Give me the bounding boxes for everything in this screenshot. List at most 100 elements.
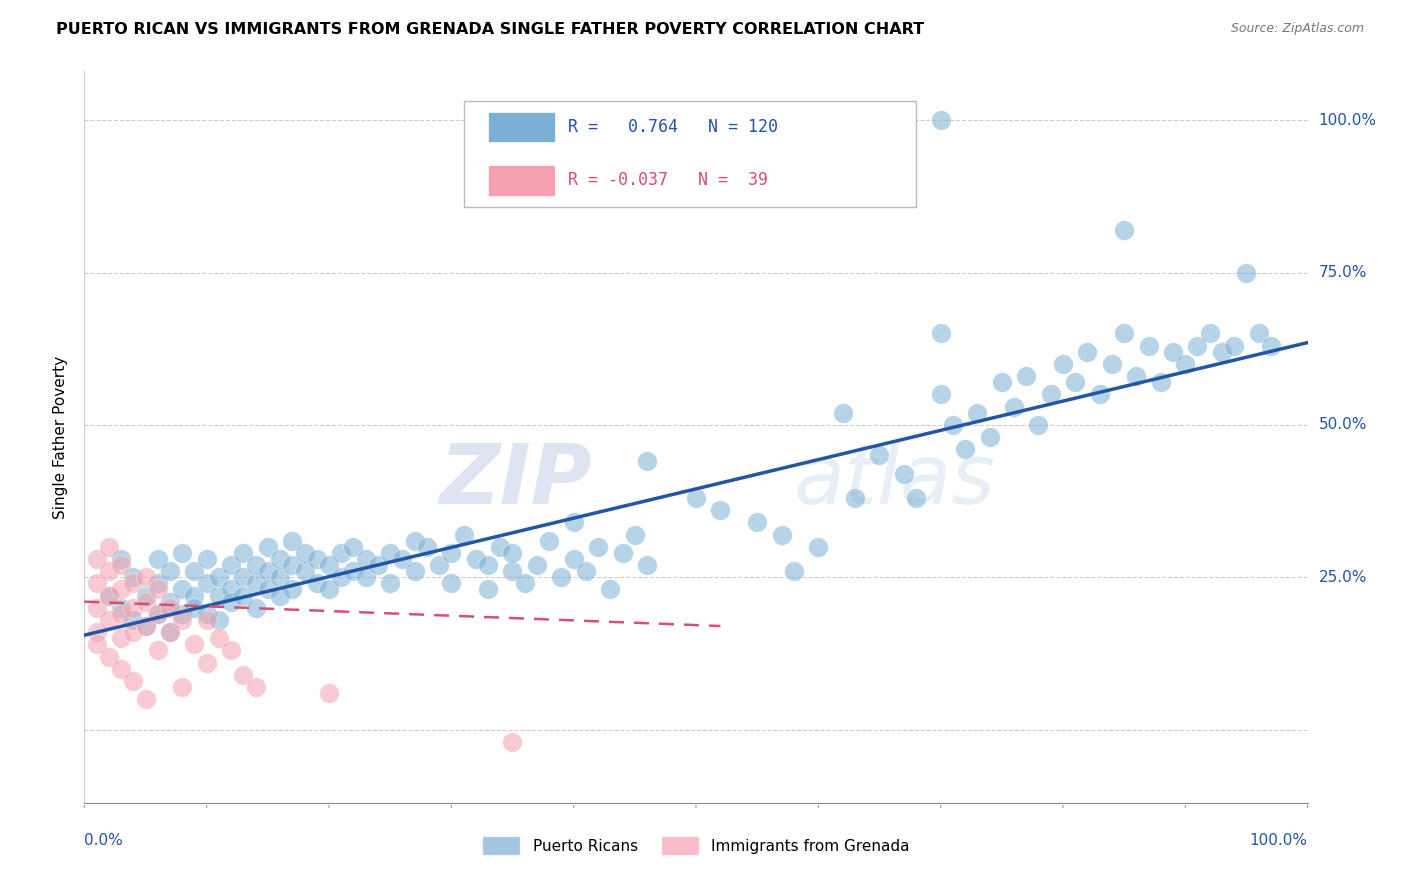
Text: 100.0%: 100.0% <box>1250 833 1308 848</box>
Point <box>1028 417 1050 432</box>
Point <box>1052 357 1074 371</box>
Point <box>440 546 463 560</box>
Point <box>245 600 267 615</box>
Point <box>624 527 647 541</box>
Point <box>208 570 231 584</box>
Point <box>477 558 499 573</box>
Point <box>318 686 340 700</box>
Text: ZIP: ZIP <box>439 441 592 522</box>
Point <box>453 527 475 541</box>
FancyBboxPatch shape <box>488 112 555 143</box>
Point <box>380 546 402 560</box>
Point <box>1088 387 1111 401</box>
Point <box>1064 376 1087 390</box>
Point <box>538 533 561 548</box>
Point <box>440 576 463 591</box>
Point <box>281 558 304 573</box>
Point <box>146 607 169 621</box>
Point <box>1137 339 1160 353</box>
Point <box>232 667 254 681</box>
Point <box>183 600 205 615</box>
Point <box>526 558 548 573</box>
Point <box>269 552 291 566</box>
Point <box>342 540 364 554</box>
Point <box>86 600 108 615</box>
Point <box>1114 223 1136 237</box>
Point <box>97 564 120 578</box>
Point <box>893 467 915 481</box>
Point <box>195 656 218 670</box>
Point <box>1015 369 1038 384</box>
Point <box>281 533 304 548</box>
Point <box>1101 357 1123 371</box>
Point <box>245 576 267 591</box>
Point <box>97 540 120 554</box>
Point <box>245 680 267 694</box>
Point <box>146 552 169 566</box>
Point <box>636 558 658 573</box>
Point <box>183 589 205 603</box>
Point <box>502 546 524 560</box>
Point <box>831 406 853 420</box>
Point <box>318 558 340 573</box>
Point <box>1247 326 1270 341</box>
Point <box>110 558 132 573</box>
Point <box>685 491 707 505</box>
Point <box>342 564 364 578</box>
Point <box>586 540 609 554</box>
Point <box>172 546 194 560</box>
Point <box>135 619 157 633</box>
Point <box>464 552 486 566</box>
Point <box>783 564 806 578</box>
Point <box>929 387 952 401</box>
Point <box>232 570 254 584</box>
Point <box>979 430 1001 444</box>
Text: 100.0%: 100.0% <box>1319 112 1376 128</box>
Point <box>110 607 132 621</box>
Point <box>183 637 205 651</box>
Point <box>257 540 280 554</box>
Point <box>135 594 157 608</box>
Text: Source: ZipAtlas.com: Source: ZipAtlas.com <box>1230 22 1364 36</box>
Point <box>122 600 145 615</box>
FancyBboxPatch shape <box>488 165 555 195</box>
Point <box>869 448 891 462</box>
Point <box>966 406 988 420</box>
Point <box>257 582 280 597</box>
Point <box>195 607 218 621</box>
Point <box>562 552 585 566</box>
Text: R = -0.037   N =  39: R = -0.037 N = 39 <box>568 171 768 189</box>
Point <box>770 527 793 541</box>
Point <box>146 643 169 657</box>
Point <box>562 516 585 530</box>
Point <box>269 589 291 603</box>
Point <box>305 552 328 566</box>
Point <box>636 454 658 468</box>
Point <box>172 613 194 627</box>
Point <box>219 594 242 608</box>
Point <box>159 600 181 615</box>
Point <box>1125 369 1147 384</box>
Point <box>354 552 377 566</box>
Point <box>122 570 145 584</box>
Text: 75.0%: 75.0% <box>1319 265 1367 280</box>
Point <box>599 582 621 597</box>
Point <box>502 564 524 578</box>
Point <box>257 564 280 578</box>
Point <box>86 637 108 651</box>
Point <box>208 613 231 627</box>
Legend: Puerto Ricans, Immigrants from Grenada: Puerto Ricans, Immigrants from Grenada <box>477 830 915 861</box>
Point <box>844 491 866 505</box>
Point <box>195 613 218 627</box>
Point <box>172 582 194 597</box>
Point <box>122 625 145 640</box>
Point <box>281 582 304 597</box>
Point <box>110 582 132 597</box>
Point <box>232 546 254 560</box>
Point <box>1114 326 1136 341</box>
Point <box>550 570 572 584</box>
Y-axis label: Single Father Poverty: Single Father Poverty <box>53 356 69 518</box>
Point <box>953 442 976 457</box>
Point <box>1223 339 1246 353</box>
Point <box>612 546 634 560</box>
